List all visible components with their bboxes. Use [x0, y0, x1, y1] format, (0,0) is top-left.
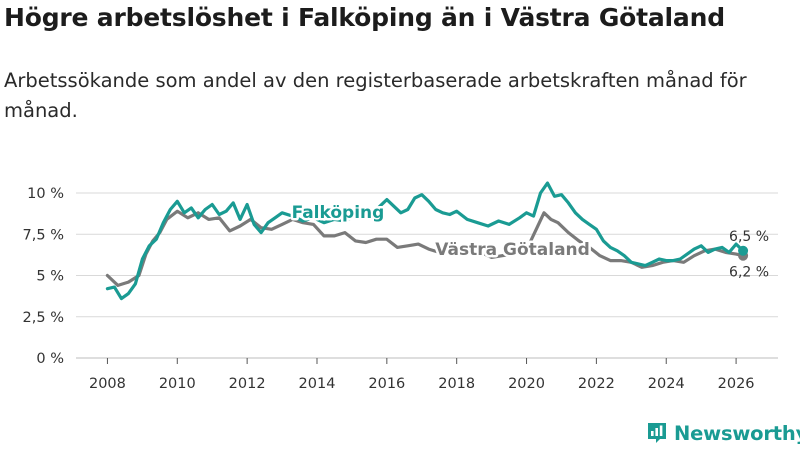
series-line-vastra-gotaland — [105, 209, 745, 287]
end-point-falkoping — [738, 245, 749, 256]
x-tick-label: 2024 — [648, 376, 685, 392]
y-tick-label: 10 % — [27, 186, 64, 202]
series-line-falkoping — [105, 181, 745, 301]
newsworthy-logo: Newsworthy — [646, 419, 800, 447]
series-label-falkoping: Falköping — [292, 203, 385, 223]
y-tick-label: 2,5 % — [23, 310, 64, 326]
series-labels: 6,2 % 6,5 % Falköping Västra Götaland — [289, 201, 769, 281]
y-tick-label: 5 % — [36, 269, 64, 285]
series-label-vastra-gotaland: Västra Götaland — [435, 240, 590, 260]
x-axis: 2008 2010 2012 2014 2016 2018 2020 2022 2024 2026 — [89, 358, 755, 392]
x-tick-label: 2010 — [159, 376, 196, 392]
end-value-label-vastra-gotaland: 6,2 % — [729, 265, 769, 281]
x-tick-label: 2018 — [438, 376, 475, 392]
series-lines — [105, 181, 749, 301]
x-tick-label: 2014 — [299, 376, 336, 392]
chart-subtitle: Arbetssökande som andel av den registerb… — [4, 69, 747, 122]
chart-title: Högre arbetslöshet i Falköping än i Väst… — [4, 3, 725, 32]
x-tick-label: 2012 — [229, 376, 266, 392]
y-tick-label: 0 % — [36, 351, 64, 367]
brand-name: Newsworthy — [674, 421, 800, 445]
x-tick-label: 2026 — [718, 376, 755, 392]
x-tick-label: 2022 — [578, 376, 615, 392]
x-tick-label: 2008 — [89, 376, 126, 392]
y-tick-label: 7,5 % — [23, 227, 64, 243]
end-value-label-falkoping: 6,5 % — [729, 229, 769, 245]
gridlines — [76, 192, 778, 359]
x-tick-label: 2016 — [368, 376, 405, 392]
y-axis: 0 % 2,5 % 5 % 7,5 % 10 % — [23, 186, 64, 367]
x-tick-label: 2020 — [508, 376, 545, 392]
bar-chart-icon — [648, 423, 666, 443]
